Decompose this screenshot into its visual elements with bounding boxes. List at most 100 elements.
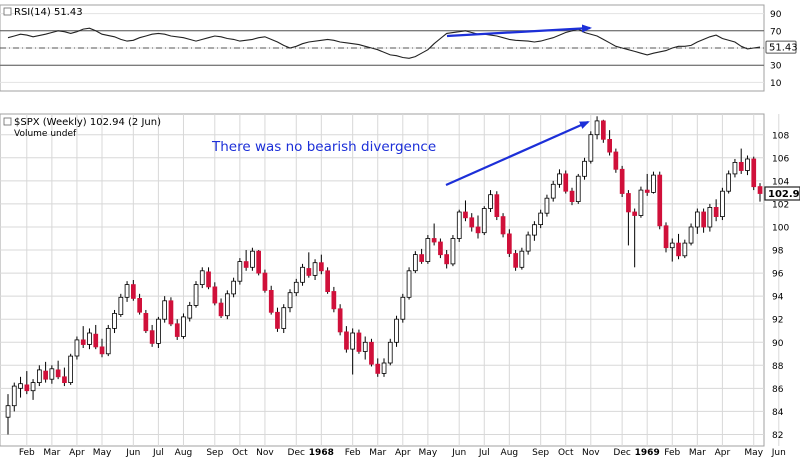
candle-up bbox=[450, 238, 456, 265]
candle-up bbox=[651, 174, 656, 193]
candle-up bbox=[532, 224, 537, 236]
rsi-panel: 1030507090 RSI(14) 51.43 51.43 bbox=[0, 4, 798, 92]
candle-down bbox=[463, 211, 468, 219]
time-tick-label: Feb bbox=[19, 448, 35, 458]
time-tick-label: Mar bbox=[689, 448, 706, 458]
candle-down bbox=[55, 369, 61, 378]
time-tick-label: Jul bbox=[478, 448, 490, 458]
candle-up bbox=[193, 284, 199, 306]
time-tick-label: Apr bbox=[395, 448, 411, 458]
candle-up bbox=[87, 332, 92, 345]
candle-down bbox=[500, 216, 506, 235]
candle-up bbox=[350, 332, 356, 350]
candle-down bbox=[506, 233, 512, 254]
price-annotation-arrow bbox=[445, 120, 590, 187]
candle-up bbox=[187, 304, 193, 319]
candlesticks bbox=[5, 116, 763, 435]
rsi-title: RSI(14) 51.43 bbox=[14, 7, 83, 18]
candle-down bbox=[356, 332, 362, 352]
time-tick-label: 1969 bbox=[635, 448, 660, 458]
candle-up bbox=[30, 382, 36, 392]
candle-up bbox=[406, 270, 412, 298]
time-tick-label: Feb bbox=[664, 448, 680, 458]
candle-up bbox=[550, 183, 556, 199]
price-panel-frame bbox=[0, 113, 765, 447]
candle-down bbox=[757, 186, 763, 194]
candle-down bbox=[344, 331, 349, 350]
candle-up bbox=[300, 266, 305, 283]
candle-down bbox=[713, 206, 719, 217]
candle-down bbox=[24, 384, 30, 392]
price-tick-label: 96 bbox=[772, 270, 784, 280]
price-tick-label: 106 bbox=[772, 154, 789, 164]
rsi-annotation-arrow bbox=[446, 24, 592, 38]
candle-down bbox=[268, 289, 274, 313]
candle-down bbox=[318, 262, 324, 272]
divergence-annotation: There was no bearish divergence bbox=[211, 139, 436, 155]
candle-down bbox=[168, 300, 174, 325]
candle-down bbox=[212, 286, 218, 304]
rsi-series bbox=[7, 27, 761, 59]
candle-up bbox=[49, 368, 55, 380]
candle-down bbox=[419, 254, 425, 262]
candle-down bbox=[613, 151, 619, 170]
candle-up bbox=[488, 194, 493, 209]
price-tick-label: 90 bbox=[772, 339, 784, 349]
candle-down bbox=[431, 238, 437, 243]
last-price-badge: 102.94 bbox=[764, 186, 800, 201]
candle-down bbox=[663, 225, 669, 249]
candle-up bbox=[538, 212, 544, 226]
time-tick-label: Dec bbox=[288, 448, 305, 458]
price-tick-label: 100 bbox=[772, 223, 789, 233]
candle-up bbox=[250, 250, 255, 268]
candle-up bbox=[594, 120, 600, 136]
rsi-last-value-label: 51.43 bbox=[769, 43, 798, 54]
candle-up bbox=[575, 175, 581, 202]
candle-up bbox=[726, 173, 732, 192]
price-tick-label: 94 bbox=[772, 293, 784, 303]
price-gridlines bbox=[0, 114, 780, 446]
candle-up bbox=[156, 318, 161, 344]
candle-down bbox=[444, 254, 450, 265]
candle-down bbox=[657, 174, 663, 227]
time-tick-label: Mar bbox=[369, 448, 386, 458]
candle-up bbox=[237, 261, 243, 282]
candle-up bbox=[287, 292, 293, 309]
candle-up bbox=[745, 158, 750, 171]
time-tick-label: Nov bbox=[582, 448, 600, 458]
candle-up bbox=[669, 242, 675, 249]
candle-down bbox=[751, 158, 757, 188]
rsi-tick-label: 10 bbox=[770, 79, 782, 89]
candle-down bbox=[243, 261, 249, 268]
candle-down bbox=[738, 161, 744, 171]
candle-down bbox=[607, 138, 613, 153]
candle-up bbox=[231, 280, 236, 295]
candle-up bbox=[544, 197, 550, 214]
price-title: $SPX (Weekly) 102.94 (2 Jun) bbox=[14, 117, 161, 128]
time-tick-label: May bbox=[93, 448, 112, 458]
time-tick-label: Sep bbox=[206, 448, 223, 458]
time-tick-label: Sep bbox=[532, 448, 549, 458]
candle-up bbox=[162, 300, 167, 320]
time-tick-label: Dec bbox=[613, 448, 630, 458]
price-tick-label: 98 bbox=[772, 247, 784, 257]
candle-up bbox=[720, 190, 725, 217]
candle-up bbox=[37, 369, 42, 383]
candle-down bbox=[99, 346, 105, 355]
candle-up bbox=[105, 327, 111, 355]
candle-up bbox=[124, 284, 130, 298]
time-tick-label: Aug bbox=[175, 448, 193, 458]
rsi-last-value-badge: 51.43 bbox=[765, 40, 798, 54]
time-tick-label: Oct bbox=[232, 448, 248, 458]
candle-up bbox=[5, 405, 11, 418]
candle-up bbox=[74, 339, 80, 357]
price-legend-swatch bbox=[3, 117, 12, 126]
candle-down bbox=[494, 194, 500, 217]
candle-up bbox=[199, 270, 205, 285]
candle-up bbox=[394, 318, 399, 343]
candle-down bbox=[563, 173, 569, 192]
candle-down bbox=[701, 211, 707, 228]
price-tick-label: 108 bbox=[772, 131, 789, 141]
